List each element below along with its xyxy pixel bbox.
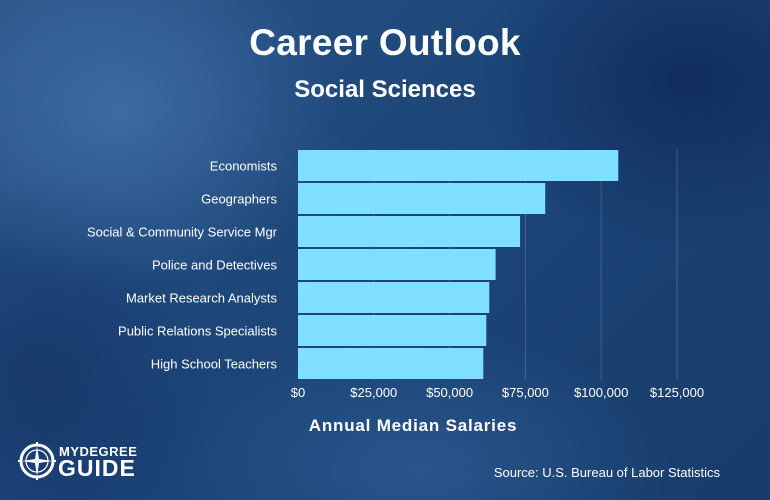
category-label: Public Relations Specialists xyxy=(118,324,277,339)
x-tick-label: $100,000 xyxy=(574,385,628,400)
x-tick-label: $0 xyxy=(291,385,305,400)
category-label: Market Research Analysts xyxy=(126,291,278,306)
bar xyxy=(298,282,490,313)
page-subtitle: Social Sciences xyxy=(294,76,476,103)
x-tick-label: $75,000 xyxy=(502,385,549,400)
page-title: Career Outlook xyxy=(249,22,521,63)
bar xyxy=(298,249,496,280)
category-label: High School Teachers xyxy=(151,357,278,372)
logo-text-bottom: GUIDE xyxy=(58,455,136,481)
bar xyxy=(298,315,487,346)
category-label: Social & Community Service Mgr xyxy=(87,225,278,240)
x-tick-label: $125,000 xyxy=(650,385,704,400)
x-tick-label: $25,000 xyxy=(350,385,397,400)
bar xyxy=(298,216,521,247)
compass-icon xyxy=(18,442,56,480)
bar xyxy=(298,183,546,214)
bar xyxy=(298,348,484,379)
category-label: Economists xyxy=(210,159,278,174)
x-axis-label: Annual Median Salaries xyxy=(308,416,518,435)
source-note: Source: U.S. Bureau of Labor Statistics xyxy=(493,465,720,480)
category-label: Police and Detectives xyxy=(152,258,278,273)
bar xyxy=(298,150,619,181)
logo-text-top: MYDEGREE xyxy=(59,444,138,459)
category-label: Geographers xyxy=(201,192,277,207)
mydegreeguide-logo: MYDEGREE GUIDE xyxy=(18,440,148,484)
x-tick-label: $50,000 xyxy=(426,385,473,400)
